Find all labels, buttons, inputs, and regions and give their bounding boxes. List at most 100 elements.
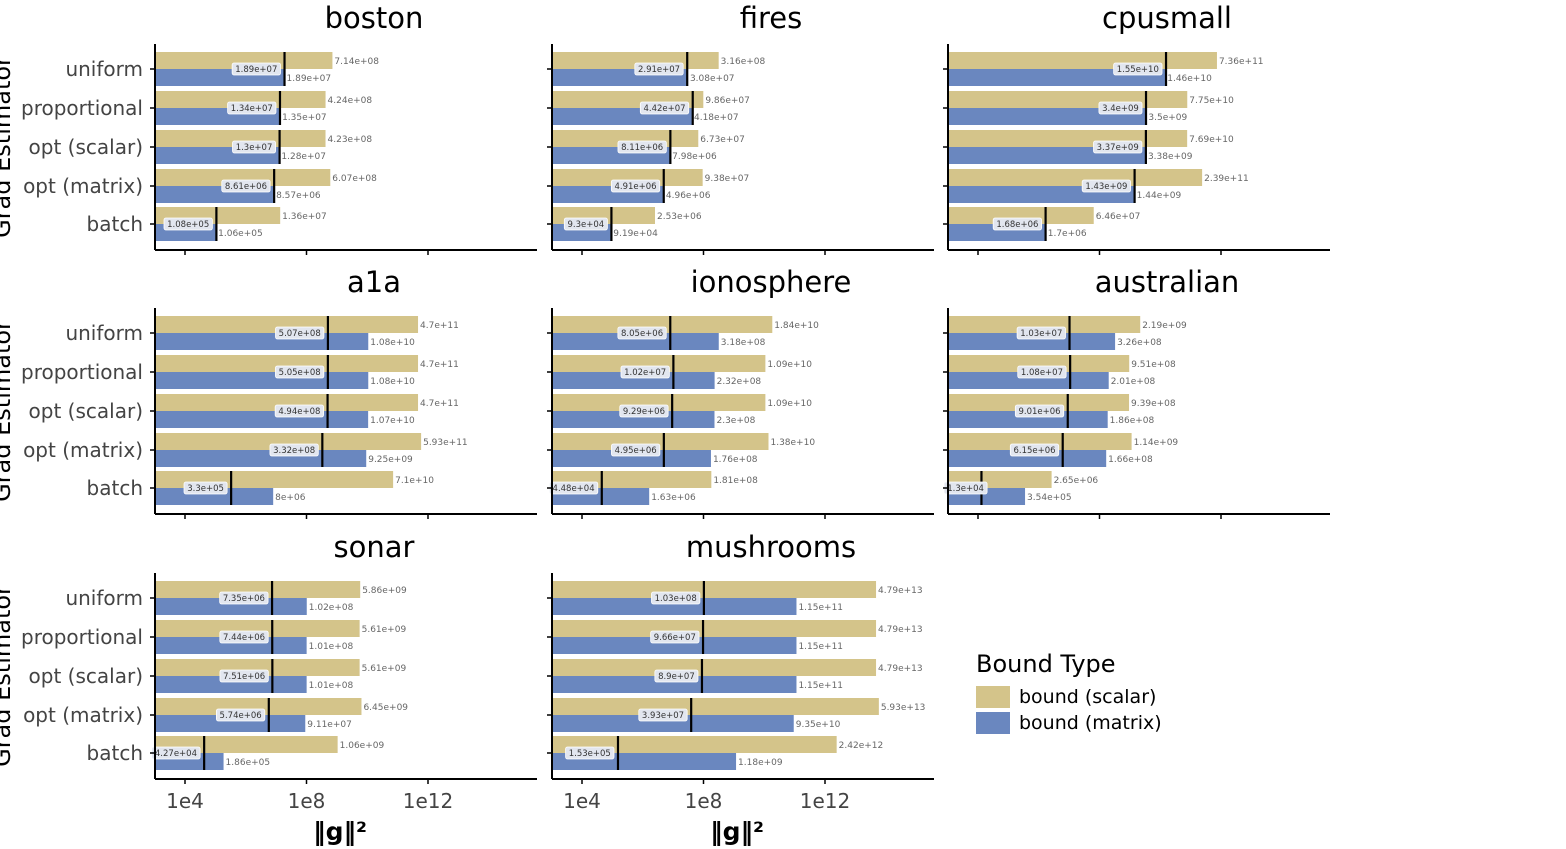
actual-label-box-mushrooms-batch bbox=[565, 746, 615, 760]
actual-label-sonar-batch: 4.27e+04 bbox=[155, 749, 197, 759]
label-scalar-a1a-uniform: 4.7e+11 bbox=[420, 321, 459, 331]
actual-label-ionosphere-proportional: 1.02e+07 bbox=[624, 368, 666, 378]
y-tick-label-uniform: uniform bbox=[65, 57, 143, 81]
actual-label-box-boston-uniform bbox=[231, 62, 281, 76]
label-scalar-cpusmall-uniform: 7.36e+11 bbox=[1219, 57, 1264, 67]
panel-australian: australian 2.19e+09 3.26e+08 1.03e+07 9.51e+… bbox=[943, 265, 1330, 519]
label-scalar-fires-opt-matrix: 9.38e+07 bbox=[705, 174, 750, 184]
bar-scalar-cpusmall-opt-scalar bbox=[948, 130, 1188, 147]
y-axis-title-row-0: Grad Estimator bbox=[0, 56, 16, 238]
bar-matrix-cpusmall-proportional bbox=[948, 108, 1147, 125]
y-axis-title-row-1: Grad Estimator bbox=[0, 320, 16, 502]
label-scalar-mushrooms-proportional: 4.79e+13 bbox=[878, 625, 923, 635]
label-matrix-boston-opt-matrix: 8.57e+06 bbox=[276, 191, 321, 201]
bar-scalar-a1a-opt-matrix bbox=[155, 433, 422, 450]
bar-matrix-ionosphere-uniform bbox=[552, 333, 719, 350]
label-matrix-a1a-uniform: 1.08e+10 bbox=[370, 338, 415, 348]
label-scalar-sonar-proportional: 5.61e+09 bbox=[362, 625, 407, 635]
label-matrix-mushrooms-opt-matrix: 9.35e+10 bbox=[796, 720, 841, 730]
bar-scalar-cpusmall-opt-matrix bbox=[948, 169, 1203, 186]
actual-label-box-fires-opt-scalar bbox=[617, 140, 667, 154]
bar-matrix-a1a-opt-matrix bbox=[155, 450, 367, 467]
label-matrix-ionosphere-opt-scalar: 2.3e+08 bbox=[716, 416, 755, 426]
bar-matrix-australian-proportional bbox=[948, 372, 1109, 389]
y-tick-label-uniform: uniform bbox=[65, 586, 143, 610]
label-matrix-australian-opt-scalar: 1.86e+08 bbox=[1110, 416, 1155, 426]
actual-label-sonar-opt-matrix: 5.74e+06 bbox=[220, 711, 262, 721]
y-tick-label-opt-scalar: opt (scalar) bbox=[29, 664, 143, 688]
label-scalar-boston-opt-matrix: 6.07e+08 bbox=[332, 174, 377, 184]
label-matrix-australian-opt-matrix: 1.66e+08 bbox=[1108, 455, 1153, 465]
actual-label-box-a1a-uniform bbox=[275, 326, 325, 340]
bar-matrix-sonar-uniform bbox=[155, 598, 307, 615]
actual-label-ionosphere-batch: 4.48e+04 bbox=[553, 484, 595, 494]
label-matrix-sonar-opt-matrix: 9.11e+07 bbox=[307, 720, 352, 730]
panel-title-australian: australian bbox=[1095, 265, 1240, 299]
y-tick-label-opt-matrix: opt (matrix) bbox=[23, 438, 143, 462]
actual-label-fires-uniform: 2.91e+07 bbox=[638, 65, 680, 75]
bar-matrix-a1a-proportional bbox=[155, 372, 369, 389]
y-tick-label-batch: batch bbox=[87, 476, 143, 500]
label-matrix-australian-proportional: 2.01e+08 bbox=[1111, 377, 1156, 387]
actual-label-box-cpusmall-batch bbox=[992, 217, 1042, 231]
panel-sonar: sonar 5.86e+09 1.02e+08 7.35e+06 5.61e+09 1.0… bbox=[0, 530, 537, 846]
actual-label-sonar-opt-scalar: 7.51e+06 bbox=[223, 672, 265, 682]
bar-matrix-australian-opt-matrix bbox=[948, 450, 1107, 467]
bar-matrix-ionosphere-opt-scalar bbox=[552, 411, 715, 428]
actual-label-boston-opt-scalar: 1.3e+07 bbox=[236, 143, 273, 153]
bar-scalar-mushrooms-opt-scalar bbox=[552, 659, 877, 676]
label-scalar-boston-uniform: 7.14e+08 bbox=[334, 57, 379, 67]
y-tick-label-opt-matrix: opt (matrix) bbox=[23, 703, 143, 727]
actual-label-sonar-uniform: 7.35e+06 bbox=[223, 594, 265, 604]
actual-label-mushrooms-batch: 1.53e+05 bbox=[569, 749, 611, 759]
panel-title-cpusmall: cpusmall bbox=[1102, 1, 1232, 35]
label-matrix-sonar-uniform: 1.02e+08 bbox=[309, 603, 354, 613]
label-scalar-australian-opt-matrix: 1.14e+09 bbox=[1134, 438, 1179, 448]
label-matrix-fires-batch: 9.19e+04 bbox=[613, 229, 658, 239]
label-scalar-cpusmall-proportional: 7.75e+10 bbox=[1189, 96, 1234, 106]
bar-matrix-cpusmall-uniform bbox=[948, 69, 1166, 86]
actual-label-cpusmall-uniform: 1.55e+10 bbox=[1117, 65, 1159, 75]
label-matrix-ionosphere-uniform: 3.18e+08 bbox=[721, 338, 766, 348]
actual-label-box-a1a-opt-matrix bbox=[269, 443, 319, 457]
actual-label-box-boston-opt-scalar bbox=[232, 140, 276, 154]
label-scalar-mushrooms-opt-matrix: 5.93e+13 bbox=[881, 703, 926, 713]
x-tick-label-mushrooms-2: 1e12 bbox=[800, 789, 850, 813]
actual-label-a1a-batch: 3.3e+05 bbox=[187, 484, 224, 494]
actual-label-box-boston-batch bbox=[163, 217, 213, 231]
actual-label-box-ionosphere-opt-matrix bbox=[611, 443, 661, 457]
actual-label-a1a-opt-matrix: 3.32e+08 bbox=[273, 446, 315, 456]
x-tick-label-sonar-1: 1e8 bbox=[288, 789, 326, 813]
bar-scalar-cpusmall-batch bbox=[948, 207, 1094, 224]
label-matrix-ionosphere-batch: 1.63e+06 bbox=[651, 493, 696, 503]
label-matrix-ionosphere-proportional: 2.32e+08 bbox=[717, 377, 762, 387]
actual-label-boston-opt-matrix: 8.61e+06 bbox=[225, 182, 267, 192]
actual-label-boston-proportional: 1.34e+07 bbox=[231, 104, 273, 114]
bar-scalar-a1a-uniform bbox=[155, 316, 419, 333]
actual-label-box-mushrooms-uniform bbox=[651, 591, 701, 605]
label-scalar-mushrooms-uniform: 4.79e+13 bbox=[878, 586, 923, 596]
bar-matrix-ionosphere-opt-matrix bbox=[552, 450, 711, 467]
actual-label-box-australian-opt-matrix bbox=[1009, 443, 1060, 457]
actual-label-ionosphere-opt-scalar: 9.29e+06 bbox=[623, 407, 665, 417]
label-scalar-fires-opt-scalar: 6.73e+07 bbox=[700, 135, 745, 145]
bar-scalar-ionosphere-opt-matrix bbox=[552, 433, 769, 450]
label-matrix-cpusmall-batch: 1.7e+06 bbox=[1048, 229, 1087, 239]
legend-label-matrix: bound (matrix) bbox=[1019, 712, 1162, 734]
legend-title: Bound Type bbox=[976, 650, 1116, 678]
label-scalar-ionosphere-proportional: 1.09e+10 bbox=[767, 360, 812, 370]
actual-label-box-boston-proportional bbox=[227, 101, 277, 115]
bar-scalar-sonar-proportional bbox=[155, 620, 360, 637]
bar-scalar-australian-opt-matrix bbox=[948, 433, 1132, 450]
x-axis-title-mushrooms: ‖g‖² bbox=[710, 817, 764, 846]
bar-scalar-fires-opt-matrix bbox=[552, 169, 703, 186]
actual-label-box-fires-uniform bbox=[634, 62, 684, 76]
actual-label-box-boston-opt-matrix bbox=[221, 179, 271, 193]
actual-label-box-sonar-proportional bbox=[219, 630, 269, 644]
bar-scalar-boston-uniform bbox=[155, 52, 333, 69]
bar-matrix-australian-uniform bbox=[948, 333, 1116, 350]
actual-label-australian-opt-scalar: 9.01e+06 bbox=[1019, 407, 1061, 417]
label-scalar-cpusmall-opt-scalar: 7.69e+10 bbox=[1189, 135, 1234, 145]
bar-matrix-mushrooms-opt-scalar bbox=[552, 676, 797, 693]
bar-matrix-mushrooms-opt-matrix bbox=[552, 715, 794, 732]
